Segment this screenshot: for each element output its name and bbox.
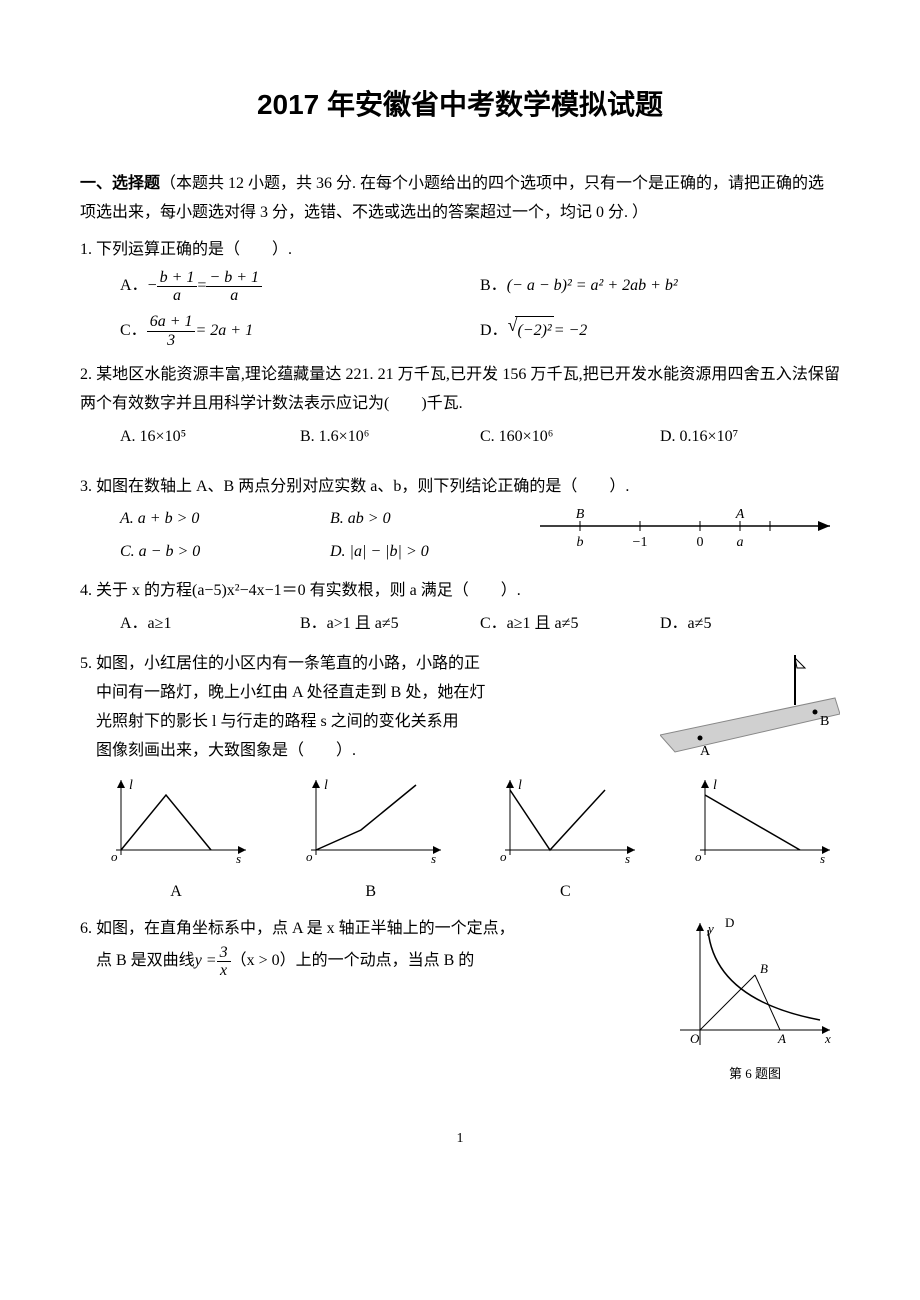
q2-option-c: C. 160×10⁶ [480, 419, 660, 456]
q5-chart-a: l o s A [96, 775, 256, 907]
q1-c-label: C． [120, 317, 147, 346]
svg-text:A: A [735, 507, 745, 522]
question-3: 3. 如图在数轴上 A、B 两点分别对应实数 a、b，则下列结论正确的是（ ）.… [80, 464, 840, 569]
q5-line2: 中间有一路灯，晚上小红由 A 处径直走到 B 处，她在灯 [80, 679, 650, 708]
svg-text:−1: −1 [633, 535, 648, 550]
q2-option-b: B. 1.6×10⁶ [300, 419, 480, 456]
q4-option-a: A．a≥1 [120, 606, 300, 643]
q6-l2-mid: y = [195, 947, 217, 976]
q5-chart-d: l o s [680, 775, 840, 907]
svg-text:y: y [706, 921, 714, 936]
q3-number-line: B b −1 0 a A [540, 506, 840, 567]
q5-street-diagram: A B [660, 650, 840, 771]
q4-option-c: C．a≥1 且 a≠5 [480, 606, 660, 643]
q3-stem-text: 3. 如图在数轴上 A、B 两点分别对应实数 a、b，则下列结论正确的是（ ）. [80, 478, 629, 495]
svg-text:l: l [518, 778, 522, 793]
svg-text:D: D [725, 915, 734, 930]
q1-option-b: B． (− a − b)² = a² + 2ab + b² [480, 265, 840, 309]
q4-option-d: D．a≠5 [660, 606, 840, 643]
q6-l2-den: x [217, 962, 231, 980]
q6-line1: 6. 如图，在直角坐标系中，点 A 是 x 轴正半轴上的一个定点， [80, 915, 670, 944]
svg-text:o: o [695, 849, 702, 864]
q1-option-d: D． √(−2)² = −2 [480, 309, 840, 353]
q1-a-den2: a [206, 287, 262, 305]
svg-text:b: b [577, 535, 584, 550]
q3-option-a: A. a + b > 0 [120, 503, 330, 536]
q4-option-b: B．a>1 且 a≠5 [300, 606, 480, 643]
svg-text:s: s [820, 851, 825, 865]
svg-text:x: x [824, 1031, 831, 1046]
q5-chart-c: l o s C [485, 775, 645, 907]
q3-stem: 3. 如图在数轴上 A、B 两点分别对应实数 a、b，则下列结论正确的是（ ）. [80, 464, 840, 504]
q1-a-label: A． [120, 272, 148, 301]
q5-line1: 5. 如图，小红居住的小区内有一条笔直的小路，小路的正 [80, 650, 650, 679]
q1-a-eq: = [197, 272, 206, 301]
svg-text:0: 0 [697, 535, 704, 550]
q2-option-a: A. 16×10⁵ [120, 419, 300, 456]
page-number: 1 [80, 1126, 840, 1151]
svg-text:a: a [737, 535, 744, 550]
q4-stem: 4. 关于 x 的方程(a−5)x²−4x−1＝0 有实数根，则 a 满足（ ）… [80, 577, 840, 606]
svg-text:A: A [777, 1031, 786, 1046]
svg-text:O: O [690, 1031, 700, 1046]
q6-caption: 第 6 题图 [670, 1062, 840, 1085]
section-header: 一、选择题（本题共 12 小题，共 36 分. 在每个小题给出的四个选项中，只有… [80, 170, 840, 228]
svg-text:l: l [324, 778, 328, 793]
q1-d-under: (−2)² [515, 316, 553, 346]
q3-option-c: C. a − b > 0 [120, 536, 330, 569]
question-4: 4. 关于 x 的方程(a−5)x²−4x−1＝0 有实数根，则 a 满足（ ）… [80, 577, 840, 643]
svg-text:l: l [129, 778, 133, 793]
question-2: 2. 某地区水能资源丰富,理论蕴藏量达 221. 21 万千瓦,已开发 156 … [80, 361, 840, 455]
section-desc: （本题共 12 小题，共 36 分. 在每个小题给出的四个选项中，只有一个是正确… [80, 175, 824, 221]
svg-text:s: s [625, 851, 630, 865]
q5-label-b: B [291, 878, 451, 907]
q1-c-num: 6a + 1 [147, 313, 196, 332]
q5-chart-b: l o s B [291, 775, 451, 907]
q6-l2-num: 3 [217, 944, 231, 963]
q6-graph: O A B y x D 第 6 题图 [670, 915, 840, 1086]
question-1: 1. 下列运算正确的是（ ）. A． − b + 1a = − b + 1a B… [80, 236, 840, 353]
section-label: 一、选择题 [80, 175, 160, 192]
svg-text:s: s [236, 851, 241, 865]
q1-b-expr: (− a − b)² = a² + 2ab + b² [507, 272, 678, 301]
page-title: 2017 年安徽省中考数学模拟试题 [80, 80, 840, 130]
q2-option-d: D. 0.16×10⁷ [660, 419, 840, 456]
question-5: 5. 如图，小红居住的小区内有一条笔直的小路，小路的正 中间有一路灯，晚上小红由… [80, 650, 840, 906]
q3-option-b: B. ab > 0 [330, 503, 540, 536]
q1-stem: 1. 下列运算正确的是（ ）. [80, 236, 840, 265]
q5-label-a: A [96, 878, 256, 907]
q6-line2: 点 B 是双曲线 y = 3x （x > 0）上的一个动点，当点 B 的 [80, 944, 670, 980]
q1-d-rest: = −2 [554, 317, 588, 346]
q1-option-c: C． 6a + 13 = 2a + 1 [120, 309, 480, 353]
q3-option-d: D. |a| − |b| > 0 [330, 536, 540, 569]
svg-text:o: o [111, 849, 118, 864]
svg-text:B: B [576, 507, 585, 522]
q6-l2-post: （x > 0）上的一个动点，当点 B 的 [231, 947, 475, 976]
q1-a-den1: a [157, 287, 198, 305]
q2-stem: 2. 某地区水能资源丰富,理论蕴藏量达 221. 21 万千瓦,已开发 156 … [80, 361, 840, 419]
q1-a-num2: − b + 1 [206, 269, 262, 288]
question-6: 6. 如图，在直角坐标系中，点 A 是 x 轴正半轴上的一个定点， 点 B 是双… [80, 915, 840, 1086]
q5-line3: 光照射下的影长 l 与行走的路程 s 之间的变化关系用 [80, 708, 650, 737]
q1-a-num1: b + 1 [157, 269, 198, 288]
svg-text:s: s [431, 851, 436, 865]
svg-text:B: B [760, 961, 768, 976]
q1-b-label: B． [480, 272, 507, 301]
q5-line4: 图像刻画出来，大致图象是（ ）. [80, 737, 650, 766]
svg-text:o: o [500, 849, 507, 864]
q1-c-den: 3 [147, 332, 196, 350]
svg-text:l: l [713, 778, 717, 793]
svg-text:B: B [820, 714, 829, 729]
svg-text:A: A [700, 744, 711, 759]
q1-option-a: A． − b + 1a = − b + 1a [120, 265, 480, 309]
q1-c-rest: = 2a + 1 [195, 317, 253, 346]
q5-label-c: C [485, 878, 645, 907]
q1-d-label: D． [480, 317, 508, 346]
q6-l2-pre: 点 B 是双曲线 [96, 947, 195, 976]
svg-text:o: o [306, 849, 313, 864]
